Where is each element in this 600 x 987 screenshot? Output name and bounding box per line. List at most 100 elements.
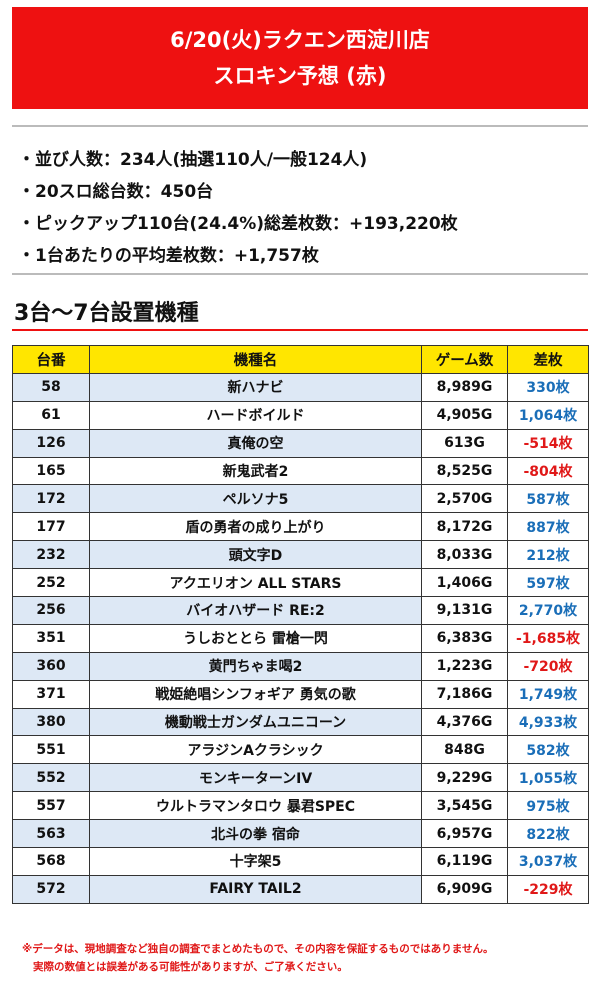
stat-average-diff: ・1台あたりの平均差枚数：+1,757枚 [18,246,319,266]
game-count-cell: 613G [421,428,508,458]
table-row: 380 機動戦士ガンダムユニコーン 4,376G 4,933枚 [12,707,589,737]
game-count-cell: 8,172G [421,512,508,542]
coin-diff-cell: 212枚 [507,540,589,570]
table-row: 557 ウルトラマンタロウ 暴君SPEC 3,545G 975枚 [12,791,589,821]
game-count-cell: 1,223G [421,651,508,681]
coin-diff-cell: 887枚 [507,512,589,542]
coin-diff-cell: 1,749枚 [507,679,589,709]
machine-name-cell: アラジンAクラシック [89,735,422,765]
game-count-cell: 4,905G [421,400,508,430]
coin-diff-cell: 3,037枚 [507,847,589,876]
game-count-cell: 6,383G [421,623,508,653]
game-count-cell: 2,570G [421,484,508,514]
machine-number-cell: 563 [12,819,90,849]
game-count-cell: 7,186G [421,679,508,709]
game-count-cell: 6,909G [421,874,508,904]
machine-number-cell: 256 [12,596,90,625]
header-game-count: ゲーム数 [421,345,508,374]
table-row: 232 頭文字D 8,033G 212枚 [12,540,589,570]
machine-number-cell: 61 [12,400,90,430]
coin-diff-cell: 597枚 [507,568,589,598]
coin-diff-cell: -804枚 [507,456,589,486]
stat-total-machines: ・20スロ総台数：450台 [18,182,214,202]
machine-number-cell: 126 [12,428,90,458]
game-count-cell: 9,229G [421,763,508,793]
game-count-cell: 848G [421,735,508,765]
machine-name-cell: ペルソナ5 [89,484,422,514]
game-count-cell: 1,406G [421,568,508,598]
table-row: 252 アクエリオン ALL STARS 1,406G 597枚 [12,568,589,598]
machine-name-cell: 黄門ちゃま喝2 [89,651,422,681]
table-row: 177 盾の勇者の成り上がり 8,172G 887枚 [12,512,589,542]
game-count-cell: 3,545G [421,791,508,821]
title-banner: 6/20(火)ラクエン西淀川店 スロキン予想 (赤) [12,7,588,109]
machine-name-cell: FAIRY TAIL2 [89,874,422,904]
section-title: 3台～7台設置機種 [14,301,199,326]
machine-name-cell: 新鬼武者2 [89,456,422,486]
header-coin-diff: 差枚 [507,345,589,374]
machine-name-cell: 北斗の拳 宿命 [89,819,422,849]
coin-diff-cell: 587枚 [507,484,589,514]
coin-diff-cell: 1,055枚 [507,763,589,793]
machine-name-cell: 戦姫絶唱シンフォギア 勇気の歌 [89,679,422,709]
table-row: 572 FAIRY TAIL2 6,909G -229枚 [12,874,589,904]
machine-number-cell: 58 [12,372,90,402]
table-row: 568 十字架5 6,119G 3,037枚 [12,847,589,876]
disclaimer-line-1: ※データは、現地調査など独自の調査でまとめたもので、その内容を保証するものではあ… [22,943,494,955]
machine-name-cell: バイオハザード RE:2 [89,596,422,625]
disclaimer-line-2: 実際の数値とは誤差がある可能性がありますが、ご了承ください。 [33,961,348,973]
machine-name-cell: 十字架5 [89,847,422,876]
machine-name-cell: 盾の勇者の成り上がり [89,512,422,542]
game-count-cell: 8,033G [421,540,508,570]
coin-diff-cell: 330枚 [507,372,589,402]
table-row: 165 新鬼武者2 8,525G -804枚 [12,456,589,486]
machine-number-cell: 380 [12,707,90,737]
machines-table: 台番 機種名 ゲーム数 差枚 58 新ハナビ 8,989G 330枚 61 ハードボイルド… [12,345,589,904]
machine-number-cell: 360 [12,651,90,681]
game-count-cell: 8,525G [421,456,508,486]
machine-name-cell: 新ハナビ [89,372,422,402]
machine-number-cell: 557 [12,791,90,821]
table-row: 552 モンキーターンIV 9,229G 1,055枚 [12,763,589,793]
table-row: 371 戦姫絶唱シンフォギア 勇気の歌 7,186G 1,749枚 [12,679,589,709]
machine-name-cell: アクエリオン ALL STARS [89,568,422,598]
title-line-2: スロキン予想 (赤) [213,64,387,88]
coin-diff-cell: -1,685枚 [507,623,589,653]
machine-name-cell: ハードボイルド [89,400,422,430]
machine-number-cell: 177 [12,512,90,542]
machine-number-cell: 172 [12,484,90,514]
machine-name-cell: ウルトラマンタロウ 暴君SPEC [89,791,422,821]
section-divider [12,329,588,331]
machine-name-cell: 頭文字D [89,540,422,570]
table-row: 360 黄門ちゃま喝2 1,223G -720枚 [12,651,589,681]
table-header-row: 台番 機種名 ゲーム数 差枚 [12,345,589,374]
machine-number-cell: 232 [12,540,90,570]
table-row: 563 北斗の拳 宿命 6,957G 822枚 [12,819,589,849]
title-line-1: 6/20(火)ラクエン西淀川店 [170,28,430,52]
coin-diff-cell: -229枚 [507,874,589,904]
stat-pickup-total-diff: ・ピックアップ110台(24.4%)総差枚数：+193,220枚 [18,214,458,234]
disclaimer-note: ※データは、現地調査など独自の調査でまとめたもので、その内容を保証するものではあ… [22,940,592,976]
coin-diff-cell: 2,770枚 [507,596,589,625]
machine-number-cell: 351 [12,623,90,653]
header-machine-name: 機種名 [89,345,422,374]
table-row: 256 バイオハザード RE:2 9,131G 2,770枚 [12,596,589,625]
game-count-cell: 4,376G [421,707,508,737]
machine-number-cell: 165 [12,456,90,486]
stat-queue-count: ・並び人数：234人(抽選110人/一般124人) [18,150,368,170]
machine-number-cell: 568 [12,847,90,876]
coin-diff-cell: 4,933枚 [507,707,589,737]
coin-diff-cell: -720枚 [507,651,589,681]
game-count-cell: 8,989G [421,372,508,402]
game-count-cell: 6,957G [421,819,508,849]
header-machine-number: 台番 [12,345,90,374]
machine-name-cell: うしおととら 雷槍一閃 [89,623,422,653]
stats-box: ・並び人数：234人(抽選110人/一般124人) ・20スロ総台数：450台 … [12,125,588,275]
table-row: 61 ハードボイルド 4,905G 1,064枚 [12,400,589,430]
game-count-cell: 6,119G [421,847,508,876]
table-row: 351 うしおととら 雷槍一閃 6,383G -1,685枚 [12,623,589,653]
coin-diff-cell: 975枚 [507,791,589,821]
machine-number-cell: 551 [12,735,90,765]
machine-number-cell: 252 [12,568,90,598]
table-row: 58 新ハナビ 8,989G 330枚 [12,372,589,402]
